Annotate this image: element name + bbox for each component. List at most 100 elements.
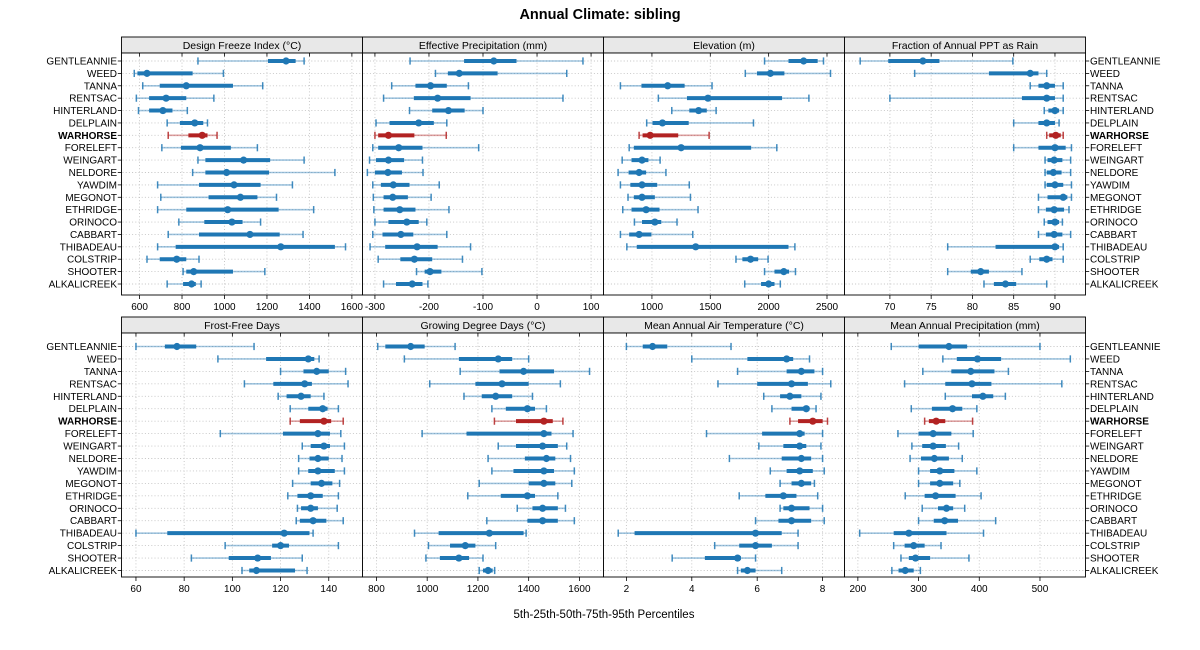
station-label-left: CABBART xyxy=(70,516,117,527)
whisker-WEED xyxy=(434,69,568,77)
axis-tick-label: 2500 xyxy=(816,302,839,313)
whisker-ORINOCO xyxy=(633,218,678,226)
whisker-TANNA xyxy=(1029,82,1064,90)
whisker-TANNA xyxy=(619,82,713,90)
panel-title: Design Freeze Index (°C) xyxy=(183,40,302,52)
station-label-right: FORELEFT xyxy=(1090,429,1142,440)
median-dot xyxy=(413,243,421,251)
axis-tick-label: 60 xyxy=(130,584,142,595)
median-dot xyxy=(941,517,949,525)
axis-tick-label: 140 xyxy=(320,584,337,595)
whisker-HINTERLAND xyxy=(762,392,822,400)
station-label-right: HINTERLAND xyxy=(1090,106,1154,117)
median-dot xyxy=(280,529,288,537)
axis-tick-label: 80 xyxy=(967,302,979,313)
median-dot xyxy=(320,442,328,450)
axis-tick-label: 90 xyxy=(1049,302,1061,313)
median-dot xyxy=(252,566,261,575)
whisker-NELDORE xyxy=(487,454,572,463)
panel-title: Mean Annual Precipitation (mm) xyxy=(890,320,1039,332)
whisker-ETHRIDGE xyxy=(287,492,340,500)
whisker-COLSTRIP xyxy=(892,542,942,550)
whisker-DELPLAIN xyxy=(491,405,548,413)
whisker-MEGONOT xyxy=(1037,193,1073,201)
station-label-right: NELDORE xyxy=(1090,454,1139,465)
median-dot xyxy=(929,442,937,450)
median-dot xyxy=(809,417,817,425)
median-dot xyxy=(198,131,206,139)
median-dot xyxy=(1049,168,1057,177)
median-dot xyxy=(314,467,322,475)
whisker-WEED xyxy=(942,355,1072,363)
median-dot xyxy=(1050,156,1058,164)
station-label-left: WEED xyxy=(87,354,117,365)
axis-tick-label: -100 xyxy=(473,302,493,313)
whisker-WEINGART xyxy=(497,442,568,450)
whisker-COLSTRIP xyxy=(1029,255,1064,263)
whisker-HINTERLAND xyxy=(671,106,717,115)
whisker-TANNA xyxy=(141,82,264,90)
station-label-right: WEINGART xyxy=(1090,156,1144,167)
median-dot xyxy=(1050,206,1058,214)
station-label-right: WEED xyxy=(1090,69,1120,80)
station-label-right: COLSTRIP xyxy=(1090,255,1140,266)
station-label-right: RENTSAC xyxy=(1090,379,1138,390)
whisker-YAWDIM xyxy=(769,467,825,475)
station-label-right: THIBADEAU xyxy=(1090,529,1147,540)
whisker-RENTSAC xyxy=(657,94,810,102)
axis-tick-label: 2 xyxy=(624,584,630,595)
whisker-THIBADEAU xyxy=(369,243,472,251)
station-label-right: COLSTRIP xyxy=(1090,541,1140,552)
station-label-left: RENTSAC xyxy=(69,379,117,390)
median-dot xyxy=(635,168,643,177)
median-dot xyxy=(277,243,285,251)
station-label-left: TANNA xyxy=(84,367,117,378)
whisker-ETHRIDGE xyxy=(904,492,982,500)
median-dot xyxy=(384,131,393,139)
station-label-right: ALKALICREEK xyxy=(1090,280,1159,291)
station-label-right: YAWDIM xyxy=(1090,180,1130,191)
median-dot xyxy=(540,479,548,487)
whisker-FORELEFT xyxy=(705,430,824,438)
median-dot xyxy=(190,268,198,276)
axis-tick-label: -200 xyxy=(419,302,439,313)
whisker-WARHORSE xyxy=(493,417,564,425)
whisker-CABBART xyxy=(619,230,694,239)
station-label-right: ETHRIDGE xyxy=(1090,205,1142,216)
station-label-left: COLSTRIP xyxy=(67,541,117,552)
whisker-GENTLEANNIE xyxy=(625,342,732,351)
median-dot xyxy=(519,367,528,375)
median-dot xyxy=(930,454,938,463)
axis-tick-label: 70 xyxy=(884,302,896,313)
median-dot xyxy=(1052,131,1060,139)
median-dot xyxy=(945,342,953,351)
whisker-CABBART xyxy=(167,230,304,239)
median-dot xyxy=(415,119,423,127)
median-dot xyxy=(173,342,181,351)
station-label-left: TANNA xyxy=(84,81,117,92)
whisker-MEGONOT xyxy=(160,193,278,201)
axis-tick-label: 8 xyxy=(820,584,826,595)
median-dot xyxy=(196,144,204,152)
median-dot xyxy=(905,529,913,537)
median-dot xyxy=(800,57,808,65)
median-dot xyxy=(314,454,322,463)
axis-tick-label: 4 xyxy=(689,584,695,595)
median-dot xyxy=(919,57,927,65)
whisker-RENTSAC xyxy=(382,94,564,102)
whisker-GENTLEANNIE xyxy=(376,342,456,351)
station-label-left: ETHRIDGE xyxy=(65,205,117,216)
station-label-right: CABBART xyxy=(1090,230,1137,241)
station-label-left: GENTLEANNIE xyxy=(46,57,117,68)
median-dot xyxy=(490,57,498,65)
median-dot xyxy=(973,355,982,363)
median-dot xyxy=(384,156,393,164)
median-dot xyxy=(942,504,951,512)
whisker-THIBADEAU xyxy=(135,529,314,537)
median-dot xyxy=(786,392,794,400)
whisker-ALKALICREEK xyxy=(891,566,922,575)
